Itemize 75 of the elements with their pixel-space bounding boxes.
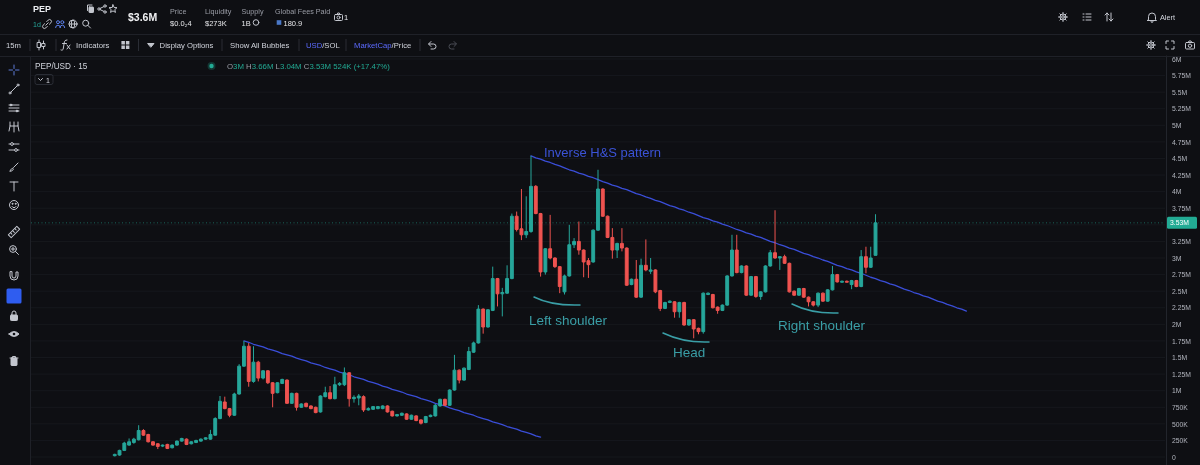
candlestick bbox=[299, 402, 304, 409]
text: PEP bbox=[33, 4, 52, 14]
candlestick bbox=[347, 371, 352, 408]
candlestick bbox=[294, 392, 299, 412]
candlestick bbox=[849, 279, 854, 290]
candlestick bbox=[275, 381, 280, 394]
candlestick bbox=[304, 402, 309, 408]
candlestick bbox=[777, 255, 782, 271]
candlestick bbox=[404, 412, 409, 421]
candlestick bbox=[495, 277, 500, 307]
candlestick bbox=[629, 278, 634, 286]
candlestick bbox=[442, 398, 447, 407]
text: PEP/USD · 15 bbox=[35, 61, 88, 71]
candlestick bbox=[361, 394, 366, 413]
candlestick bbox=[356, 393, 361, 406]
candlestick bbox=[189, 440, 194, 445]
annotation: Head bbox=[673, 344, 706, 360]
text: $3.6M bbox=[128, 11, 158, 23]
candlestick bbox=[844, 280, 849, 284]
candlestick bbox=[385, 404, 390, 414]
candlestick bbox=[820, 292, 825, 303]
candlestick bbox=[457, 368, 462, 384]
candlestick bbox=[285, 378, 289, 405]
candlestick bbox=[160, 443, 165, 448]
candlestick bbox=[289, 392, 294, 405]
candlestick bbox=[868, 246, 873, 269]
candlestick bbox=[342, 366, 347, 387]
candlestick bbox=[672, 300, 677, 319]
candlestick bbox=[864, 246, 868, 274]
candlestick bbox=[648, 257, 653, 275]
candlestick bbox=[409, 414, 414, 421]
candlestick bbox=[136, 424, 141, 441]
candlestick bbox=[797, 287, 801, 297]
candlestick bbox=[686, 318, 691, 327]
candlestick bbox=[639, 258, 643, 299]
candlestick bbox=[313, 406, 318, 414]
candlestick bbox=[749, 275, 754, 297]
candlestick bbox=[519, 188, 524, 241]
candlestick bbox=[753, 275, 758, 299]
candlestick bbox=[261, 369, 265, 380]
candlestick bbox=[739, 264, 744, 274]
candlestick bbox=[380, 404, 385, 410]
candlestick bbox=[366, 406, 371, 412]
candlestick bbox=[677, 301, 682, 319]
candlestick bbox=[816, 292, 821, 308]
candlestick bbox=[256, 360, 261, 382]
annotation: Inverse H&S pattern bbox=[544, 144, 662, 160]
candlestick bbox=[682, 301, 687, 327]
candlestick bbox=[701, 292, 706, 335]
candlestick bbox=[184, 437, 189, 446]
candlestick bbox=[615, 242, 620, 259]
candlestick bbox=[643, 238, 648, 272]
candlestick bbox=[744, 264, 749, 297]
candlestick bbox=[328, 385, 332, 400]
candlestick bbox=[481, 307, 486, 335]
annotation: Left shoulder bbox=[529, 312, 608, 328]
line-series bbox=[243, 340, 542, 438]
candlestick bbox=[840, 280, 844, 284]
candlestick bbox=[734, 234, 739, 274]
candlestick bbox=[179, 437, 184, 443]
candlestick bbox=[835, 273, 840, 284]
annotation: Right shoulder bbox=[778, 317, 866, 333]
candlestick bbox=[873, 213, 878, 256]
candlestick bbox=[543, 247, 548, 276]
candlestick bbox=[165, 443, 170, 450]
candlestick bbox=[155, 442, 160, 450]
candlestick bbox=[246, 342, 251, 388]
candlestick bbox=[251, 345, 256, 384]
candlestick bbox=[170, 443, 175, 449]
candlestick bbox=[414, 414, 419, 422]
candlestick bbox=[634, 259, 639, 299]
candlestick bbox=[854, 279, 859, 288]
candlestick bbox=[773, 209, 777, 260]
candlestick bbox=[399, 412, 404, 417]
candlestick bbox=[859, 249, 864, 288]
